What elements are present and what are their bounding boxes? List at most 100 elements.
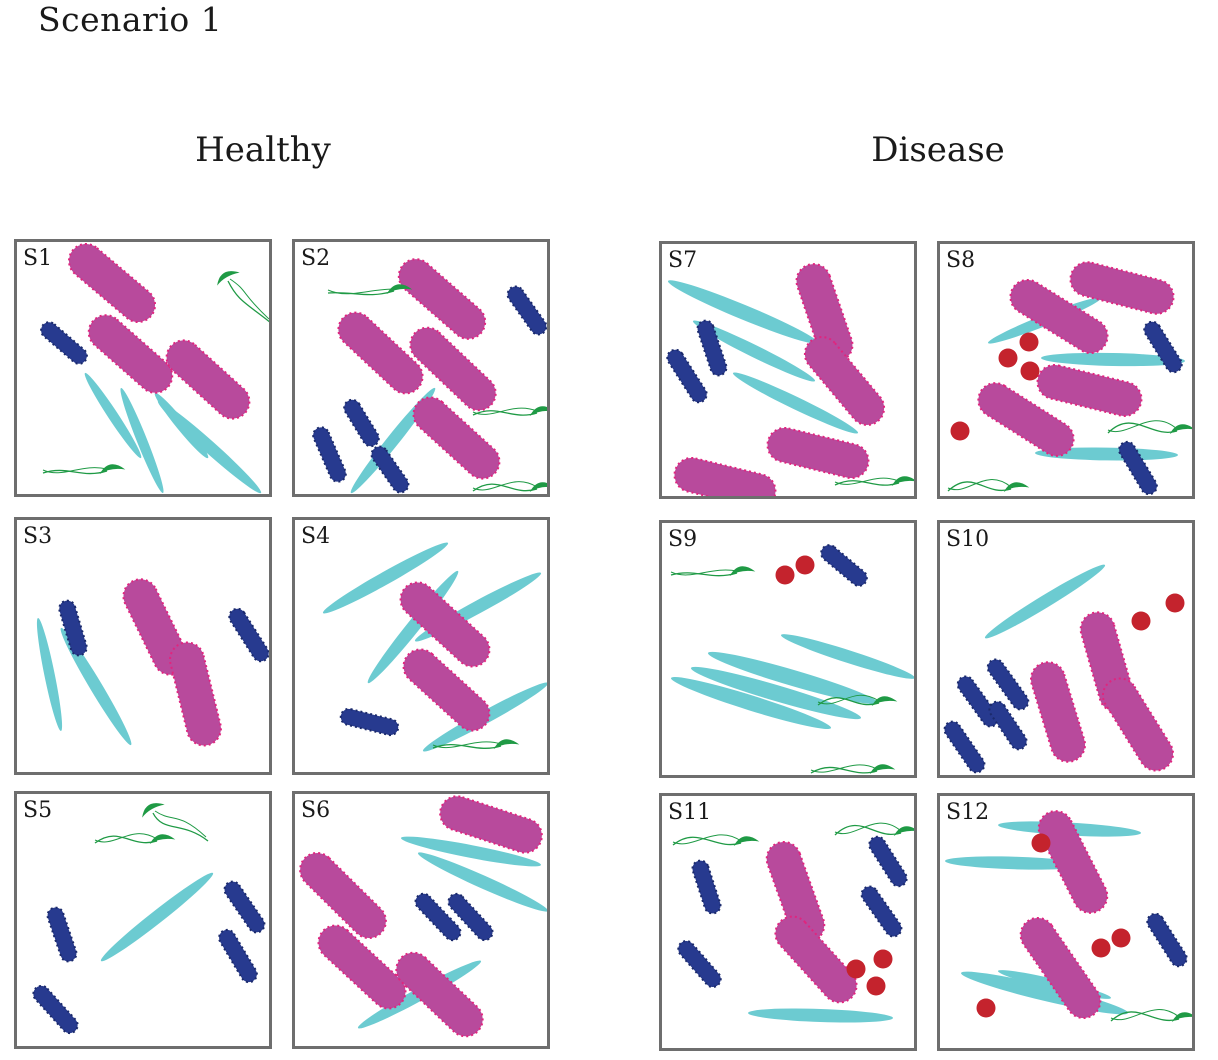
filamentous-bacterium (670, 676, 832, 730)
blue-rod-bacterium (943, 720, 986, 774)
purple-rod-bacterium (399, 581, 491, 668)
panel-illustration (36, 578, 269, 747)
purple-rod-bacterium (122, 578, 189, 676)
panel-label: S5 (23, 798, 53, 823)
panel-illustration (40, 242, 269, 494)
blue-rod-bacterium (228, 607, 269, 663)
blue-rod-bacterium (447, 892, 494, 942)
filamentous-bacterium (400, 836, 542, 867)
purple-rod-bacterium (169, 641, 222, 747)
blue-rod-bacterium (860, 885, 903, 938)
filamentous-bacterium (667, 280, 819, 344)
panel-illustration (670, 544, 914, 775)
panel-label: S12 (946, 800, 990, 825)
panel-illustration (312, 258, 547, 494)
sample-panel-s3: S3 (14, 517, 272, 775)
filamentous-bacterium (690, 666, 862, 720)
blue-rod-bacterium (820, 544, 868, 587)
purple-rod-bacterium (402, 648, 491, 732)
coccus-bacterium (775, 565, 795, 585)
panel-label: S9 (668, 527, 698, 552)
purple-rod-bacterium (317, 924, 407, 1010)
purple-rod-bacterium (395, 951, 484, 1038)
filamentous-bacterium (984, 564, 1106, 639)
blue-rod-bacterium (506, 285, 547, 336)
flagellate-microbe (432, 739, 520, 750)
purple-rod-bacterium (1101, 677, 1175, 772)
blue-rod-bacterium (988, 700, 1028, 751)
purple-rod-bacterium (977, 382, 1075, 457)
coccus-bacterium (1020, 361, 1040, 381)
coccus-bacterium (950, 421, 970, 441)
filamentous-bacterium (944, 856, 1086, 870)
purple-rod-bacterium (337, 311, 424, 395)
sample-panel-s12: S12 (937, 793, 1195, 1051)
purple-rod-bacterium (87, 314, 174, 394)
filamentous-bacterium (120, 387, 164, 494)
flagellate-microbe (1110, 1009, 1192, 1023)
blue-rod-bacterium (40, 321, 88, 365)
disease-group-title: Disease (871, 130, 1005, 170)
flagellate-microbe (42, 464, 126, 475)
flagellate-microbe (142, 803, 209, 842)
filamentous-bacterium (417, 852, 547, 912)
panel-illustration (672, 822, 914, 1023)
flagellate-microbe (810, 764, 896, 775)
filamentous-bacterium (36, 617, 63, 732)
blue-rod-bacterium (696, 319, 728, 377)
blue-rod-bacterium (691, 859, 722, 915)
flagellate-microbe (672, 834, 760, 847)
blue-rod-bacterium (986, 658, 1030, 711)
panel-label: S2 (301, 246, 331, 271)
purple-rod-bacterium (795, 263, 854, 363)
flagellate-microbe (817, 694, 898, 707)
purple-rod-bacterium (299, 851, 387, 940)
blue-rod-bacterium (1143, 320, 1183, 374)
coccus-bacterium (1031, 833, 1051, 853)
purple-rod-bacterium (673, 456, 777, 496)
coccus-bacterium (1019, 332, 1039, 352)
panel-illustration (943, 564, 1185, 774)
purple-rod-bacterium (1037, 810, 1109, 914)
sample-panel-s1: S1 (14, 239, 272, 497)
blue-rod-bacterium (868, 835, 908, 888)
blue-rod-bacterium (677, 940, 722, 988)
filamentous-bacterium (1040, 352, 1186, 367)
filamentous-bacterium (84, 372, 142, 459)
filamentous-bacterium (780, 634, 914, 679)
sample-panel-s11: S11 (659, 793, 917, 1051)
coccus-bacterium (846, 959, 866, 979)
blue-rod-bacterium (414, 892, 462, 942)
purple-rod-bacterium (165, 339, 251, 420)
blue-rod-bacterium (339, 707, 400, 737)
blue-rod-bacterium (666, 348, 708, 404)
blue-rod-bacterium (32, 984, 79, 1035)
panel-illustration (299, 795, 547, 1038)
flagellate-microbe (1107, 420, 1192, 435)
filamentous-bacterium (322, 542, 449, 614)
coccus-bacterium (976, 998, 996, 1018)
coccus-bacterium (1091, 938, 1111, 958)
panel-label: S6 (301, 798, 331, 823)
flagellate-microbe (670, 566, 756, 577)
purple-rod-bacterium (412, 396, 501, 480)
flagellate-microbe (834, 476, 914, 487)
panel-label: S3 (23, 524, 53, 549)
panel-label: S11 (668, 800, 712, 825)
coccus-bacterium (1131, 611, 1151, 631)
flagellate-microbe (472, 406, 547, 417)
blue-rod-bacterium (343, 398, 380, 448)
panel-illustration (666, 263, 914, 496)
blue-rod-bacterium (956, 675, 1000, 728)
purple-rod-bacterium (397, 258, 487, 340)
coccus-bacterium (998, 348, 1018, 368)
filamentous-bacterium (1034, 447, 1179, 461)
sample-panel-s8: S8 (937, 241, 1195, 499)
filamentous-bacterium (707, 651, 879, 705)
panel-label: S4 (301, 524, 331, 549)
purple-rod-bacterium (1019, 916, 1102, 1020)
flagellate-microbe (947, 479, 1030, 493)
coccus-bacterium (866, 976, 886, 996)
panel-label: S10 (946, 527, 990, 552)
sample-panel-s4: S4 (292, 517, 550, 775)
